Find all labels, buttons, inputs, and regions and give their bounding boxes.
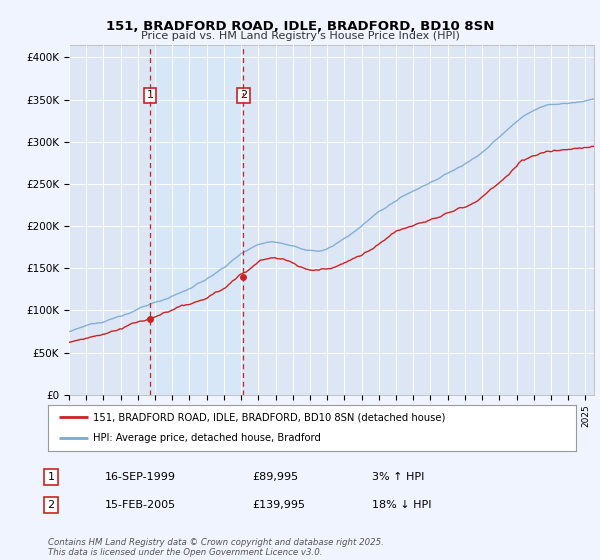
Text: 15-FEB-2005: 15-FEB-2005 (105, 500, 176, 510)
Text: £139,995: £139,995 (252, 500, 305, 510)
Text: 2: 2 (239, 90, 247, 100)
Text: Contains HM Land Registry data © Crown copyright and database right 2025.
This d: Contains HM Land Registry data © Crown c… (48, 538, 384, 557)
Text: HPI: Average price, detached house, Bradford: HPI: Average price, detached house, Brad… (93, 433, 321, 444)
Text: £89,995: £89,995 (252, 472, 298, 482)
Text: Price paid vs. HM Land Registry's House Price Index (HPI): Price paid vs. HM Land Registry's House … (140, 31, 460, 41)
Text: 18% ↓ HPI: 18% ↓ HPI (372, 500, 431, 510)
Text: 151, BRADFORD ROAD, IDLE, BRADFORD, BD10 8SN (detached house): 151, BRADFORD ROAD, IDLE, BRADFORD, BD10… (93, 412, 445, 422)
Text: 151, BRADFORD ROAD, IDLE, BRADFORD, BD10 8SN: 151, BRADFORD ROAD, IDLE, BRADFORD, BD10… (106, 20, 494, 32)
Text: 16-SEP-1999: 16-SEP-1999 (105, 472, 176, 482)
Text: 3% ↑ HPI: 3% ↑ HPI (372, 472, 424, 482)
Text: 1: 1 (146, 90, 154, 100)
Bar (150, 45, 243, 395)
Text: 2: 2 (47, 500, 55, 510)
Text: 1: 1 (47, 472, 55, 482)
